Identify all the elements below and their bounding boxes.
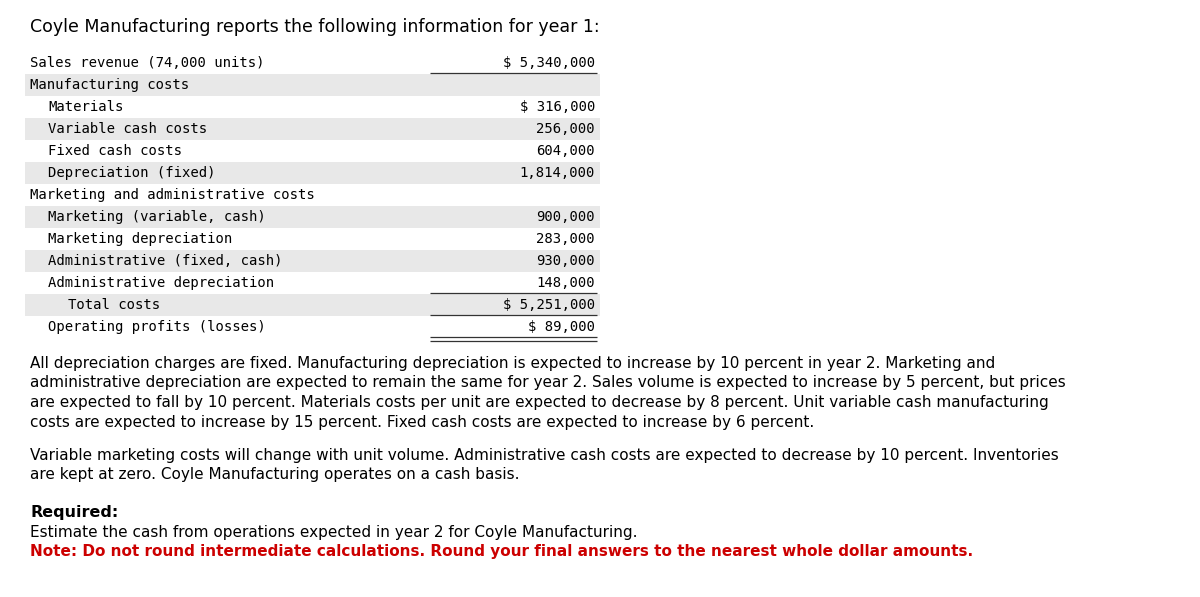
Text: Operating profits (losses): Operating profits (losses) xyxy=(48,320,265,334)
Text: Total costs: Total costs xyxy=(68,298,160,312)
Text: $ 5,340,000: $ 5,340,000 xyxy=(503,56,595,70)
Text: Administrative depreciation: Administrative depreciation xyxy=(48,276,274,290)
Text: Variable cash costs: Variable cash costs xyxy=(48,122,208,136)
Text: Marketing (variable, cash): Marketing (variable, cash) xyxy=(48,210,265,224)
Text: Administrative (fixed, cash): Administrative (fixed, cash) xyxy=(48,254,282,268)
Text: Coyle Manufacturing reports the following information for year 1:: Coyle Manufacturing reports the followin… xyxy=(30,18,600,36)
Text: $ 316,000: $ 316,000 xyxy=(520,100,595,114)
Text: Marketing and administrative costs: Marketing and administrative costs xyxy=(30,188,314,202)
Text: Depreciation (fixed): Depreciation (fixed) xyxy=(48,166,216,180)
Text: 930,000: 930,000 xyxy=(536,254,595,268)
Text: $ 5,251,000: $ 5,251,000 xyxy=(503,298,595,312)
Bar xyxy=(25,162,600,184)
Text: All depreciation charges are fixed. Manufacturing depreciation is expected to in: All depreciation charges are fixed. Manu… xyxy=(30,356,995,371)
Text: 256,000: 256,000 xyxy=(536,122,595,136)
Text: Estimate the cash from operations expected in year 2 for Coyle Manufacturing.: Estimate the cash from operations expect… xyxy=(30,525,637,540)
Text: 1,814,000: 1,814,000 xyxy=(520,166,595,180)
Text: $ 89,000: $ 89,000 xyxy=(528,320,595,334)
Text: Note: Do not round intermediate calculations. Round your final answers to the ne: Note: Do not round intermediate calculat… xyxy=(30,544,973,559)
Bar xyxy=(25,74,600,96)
Text: Variable marketing costs will change with unit volume. Administrative cash costs: Variable marketing costs will change wit… xyxy=(30,448,1058,463)
Text: Marketing depreciation: Marketing depreciation xyxy=(48,232,233,246)
Text: costs are expected to increase by 15 percent. Fixed cash costs are expected to i: costs are expected to increase by 15 per… xyxy=(30,414,815,429)
Text: 900,000: 900,000 xyxy=(536,210,595,224)
Bar xyxy=(25,118,600,140)
Bar xyxy=(25,250,600,272)
Text: 604,000: 604,000 xyxy=(536,144,595,158)
Text: Sales revenue (74,000 units): Sales revenue (74,000 units) xyxy=(30,56,264,70)
Text: Materials: Materials xyxy=(48,100,124,114)
Text: are expected to fall by 10 percent. Materials costs per unit are expected to dec: are expected to fall by 10 percent. Mate… xyxy=(30,395,1049,410)
Bar xyxy=(25,294,600,316)
Text: are kept at zero. Coyle Manufacturing operates on a cash basis.: are kept at zero. Coyle Manufacturing op… xyxy=(30,467,520,482)
Text: Fixed cash costs: Fixed cash costs xyxy=(48,144,182,158)
Text: 148,000: 148,000 xyxy=(536,276,595,290)
Text: 283,000: 283,000 xyxy=(536,232,595,246)
Text: Required:: Required: xyxy=(30,505,119,520)
Bar xyxy=(25,206,600,228)
Text: administrative depreciation are expected to remain the same for year 2. Sales vo: administrative depreciation are expected… xyxy=(30,376,1066,390)
Text: Manufacturing costs: Manufacturing costs xyxy=(30,78,190,92)
